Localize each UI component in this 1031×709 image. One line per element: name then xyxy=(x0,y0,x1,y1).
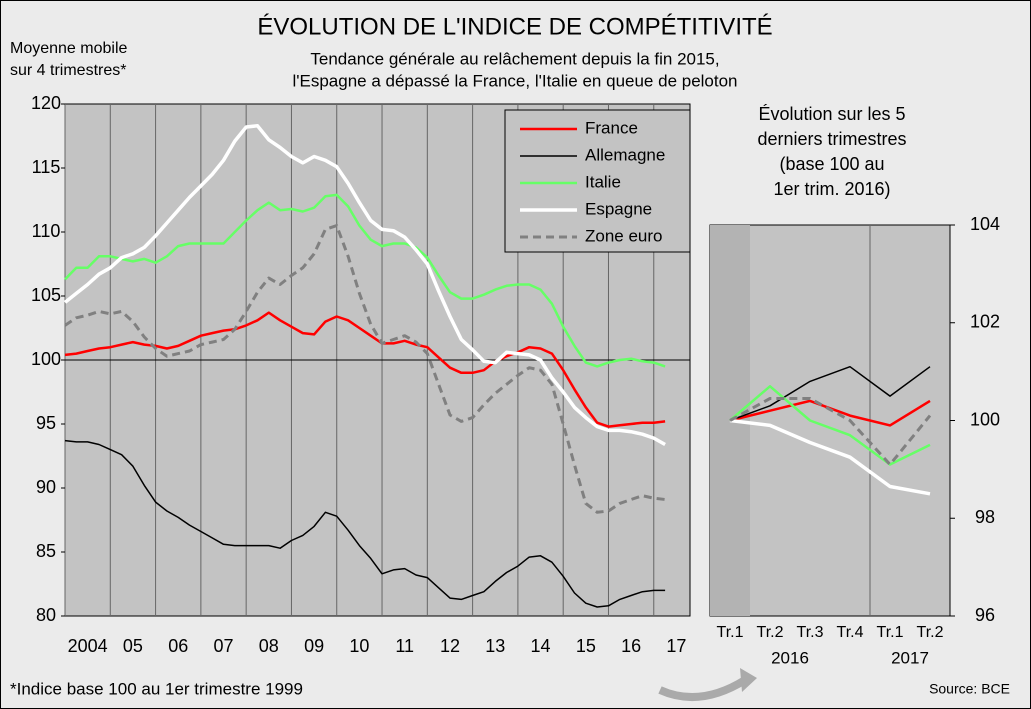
series-line xyxy=(63,124,666,447)
legend-label: France xyxy=(585,118,638,137)
y-tick-label: 95 xyxy=(36,413,56,433)
y-tick-label: 120 xyxy=(31,93,61,113)
x-tick-label: 10 xyxy=(349,636,369,656)
y-tick-label: 100 xyxy=(31,349,61,369)
x-tick-label: Tr.3 xyxy=(797,624,824,641)
subtitle: l'Espagne a dépassé la France, l'Italie … xyxy=(292,71,737,90)
x-tick-label: 07 xyxy=(213,636,233,656)
x-tick-label: 17 xyxy=(666,636,686,656)
x-tick-label: Tr.2 xyxy=(917,624,944,641)
x-tick-label: 09 xyxy=(304,636,324,656)
panel-title: Évolution sur les 5 xyxy=(758,104,905,124)
panel-title: (base 100 au xyxy=(779,154,884,174)
title: ÉVOLUTION DE L'INDICE DE COMPÉTITIVITÉ xyxy=(257,13,772,40)
y-tick-label: 85 xyxy=(36,541,56,561)
y-tick-label: 96 xyxy=(975,605,995,625)
source: Source: BCE xyxy=(929,681,1010,697)
group-label: 2017 xyxy=(891,648,929,667)
series-line xyxy=(64,224,666,514)
y-tick-label: 80 xyxy=(36,605,56,625)
y-axis-label: Moyenne mobile xyxy=(10,40,128,57)
legend-box xyxy=(504,109,691,253)
y-tick-label: 110 xyxy=(32,221,61,241)
footnote: *Indice base 100 au 1er trimestre 1999 xyxy=(10,679,303,698)
y-axis-label: sur 4 trimestres* xyxy=(10,62,126,79)
x-tick-label: 15 xyxy=(576,636,596,656)
subtitle: Tendance générale au relâchement depuis … xyxy=(310,49,719,68)
arrow-head xyxy=(740,668,757,692)
x-tick-label: 06 xyxy=(168,636,188,656)
x-tick-label: 08 xyxy=(259,636,279,656)
x-tick-label: Tr.2 xyxy=(757,624,784,641)
series-line xyxy=(729,385,931,466)
x-tick-label: 2004 xyxy=(68,636,108,656)
x-tick-label: 11 xyxy=(395,636,414,656)
panel-title: 1er trim. 2016) xyxy=(773,179,890,199)
series-line xyxy=(64,439,666,608)
legend-label: Zone euro xyxy=(585,226,663,245)
y-tick-label: 105 xyxy=(31,285,61,305)
y-tick-label: 98 xyxy=(975,507,995,527)
series-line xyxy=(729,365,931,422)
y-tick-label: 90 xyxy=(36,477,56,497)
legend-label: Italie xyxy=(585,172,621,191)
legend-label: Allemagne xyxy=(585,145,665,164)
series-line xyxy=(729,397,932,466)
y-tick-label: 115 xyxy=(32,157,61,177)
y-tick-label: 102 xyxy=(970,312,1000,332)
x-tick-label: Tr.1 xyxy=(717,624,744,641)
x-tick-label: 12 xyxy=(440,636,460,656)
x-tick-label: Tr.1 xyxy=(877,624,904,641)
legend-label: Espagne xyxy=(585,199,652,218)
x-tick-label: 16 xyxy=(621,636,641,656)
x-tick-label: 14 xyxy=(531,636,551,656)
x-tick-label: 05 xyxy=(123,636,143,656)
y-tick-label: 104 xyxy=(970,214,1000,234)
arrow xyxy=(658,676,748,702)
series-line xyxy=(64,193,666,368)
group-label: 2016 xyxy=(771,648,809,667)
y-tick-label: 100 xyxy=(970,409,1000,429)
x-tick-label: 13 xyxy=(485,636,505,656)
panel-title: derniers trimestres xyxy=(757,129,906,149)
series-line xyxy=(64,311,666,428)
x-tick-label: Tr.4 xyxy=(837,624,864,641)
series-line xyxy=(729,418,931,496)
